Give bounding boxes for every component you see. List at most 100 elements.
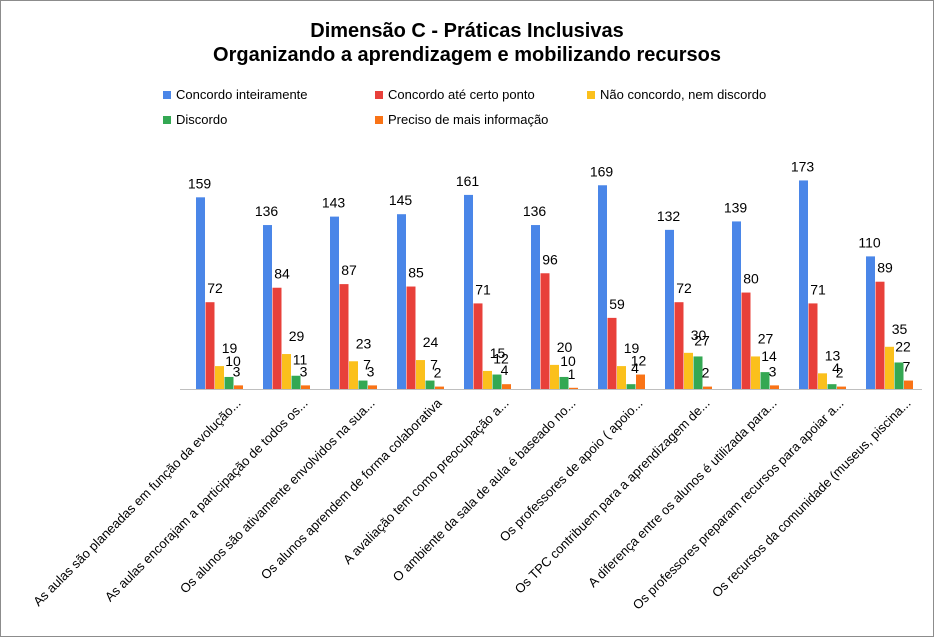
data-label: 14 [761,348,777,364]
legend-item-nao-concordo-nem-discordo: Não concordo, nem discordo [587,88,766,102]
legend-swatch [163,91,171,99]
bar [751,356,760,389]
data-label: 20 [557,339,573,355]
bar [693,356,703,389]
data-label: 2 [836,365,844,381]
bar [425,380,435,389]
data-label: 27 [758,330,774,346]
bar [818,373,827,389]
bar [770,385,779,389]
data-label: 110 [858,234,881,250]
data-label: 11 [293,352,308,368]
legend-label: Não concordo, nem discordo [600,87,767,102]
bar [291,375,301,389]
bar [464,194,473,389]
data-label: 29 [289,328,305,344]
bar [531,225,540,389]
category-label: Os professores de apoio ( apoio... [497,396,646,545]
legend-item-concordo-inteiramente: Concordo inteiramente [163,88,308,102]
data-label: 27 [694,332,710,348]
bar [808,303,818,389]
bar [330,216,339,389]
bar [799,180,808,389]
bar [703,386,712,389]
data-label: 7 [903,359,911,375]
bar [732,221,741,389]
bar [224,376,234,389]
data-label: 3 [769,363,777,379]
data-label: 22 [895,338,911,354]
bar [674,302,684,389]
data-label: 96 [542,251,558,267]
bar [559,376,569,389]
bar [492,374,502,389]
bar [435,386,444,389]
bar [368,385,377,389]
data-label: 139 [724,199,748,215]
bar [416,360,425,389]
data-label: 4 [631,360,639,376]
bar [205,302,215,389]
bar [215,366,224,389]
data-label: 35 [892,321,908,337]
data-label: 143 [322,195,346,211]
bar [636,374,645,389]
legend-item-discordo: Discordo [163,113,227,127]
bar [837,386,846,389]
bar [272,287,282,389]
legend-swatch [587,91,595,99]
chart-subtitle: Organizando a aprendizagem e mobilizando… [213,44,721,66]
data-label: 30 [691,327,707,343]
data-label: 10 [225,353,241,369]
bar [866,256,875,389]
data-label: 3 [233,363,241,379]
data-label: 19 [222,340,238,356]
bar [196,197,205,389]
data-label: 3 [367,363,375,379]
data-label: 23 [356,335,372,351]
data-label: 10 [560,353,576,369]
legend-swatch [375,91,383,99]
bar [349,361,358,389]
data-label: 87 [341,262,357,278]
bar [569,387,578,389]
data-label: 2 [702,365,710,381]
bar [502,384,511,389]
data-label: 15 [490,345,506,361]
bar [607,317,617,389]
data-label: 12 [631,353,647,369]
bar [760,372,770,389]
data-label: 161 [456,173,480,189]
bar [473,303,483,389]
data-label: 80 [743,271,759,287]
bar [665,229,674,389]
legend-label: Concordo inteiramente [176,87,308,102]
bar [234,385,243,389]
bar [827,384,837,389]
bar [358,380,368,389]
data-label: 4 [501,362,509,378]
data-label: 159 [188,175,212,191]
legend-swatch [163,116,171,124]
data-label: 72 [207,280,223,296]
data-label: 7 [363,357,371,373]
bar [617,366,626,389]
data-label: 136 [523,203,547,219]
data-label: 3 [300,363,308,379]
bar [397,214,406,389]
bar [550,364,559,389]
bar [339,284,349,389]
bar [483,370,492,389]
bar [282,354,291,389]
bar [406,286,416,389]
bar [626,384,636,389]
bar [885,346,894,389]
data-label: 19 [624,340,640,356]
data-label: 59 [609,296,625,312]
data-label: 2 [434,365,442,381]
data-label: 7 [430,357,438,373]
